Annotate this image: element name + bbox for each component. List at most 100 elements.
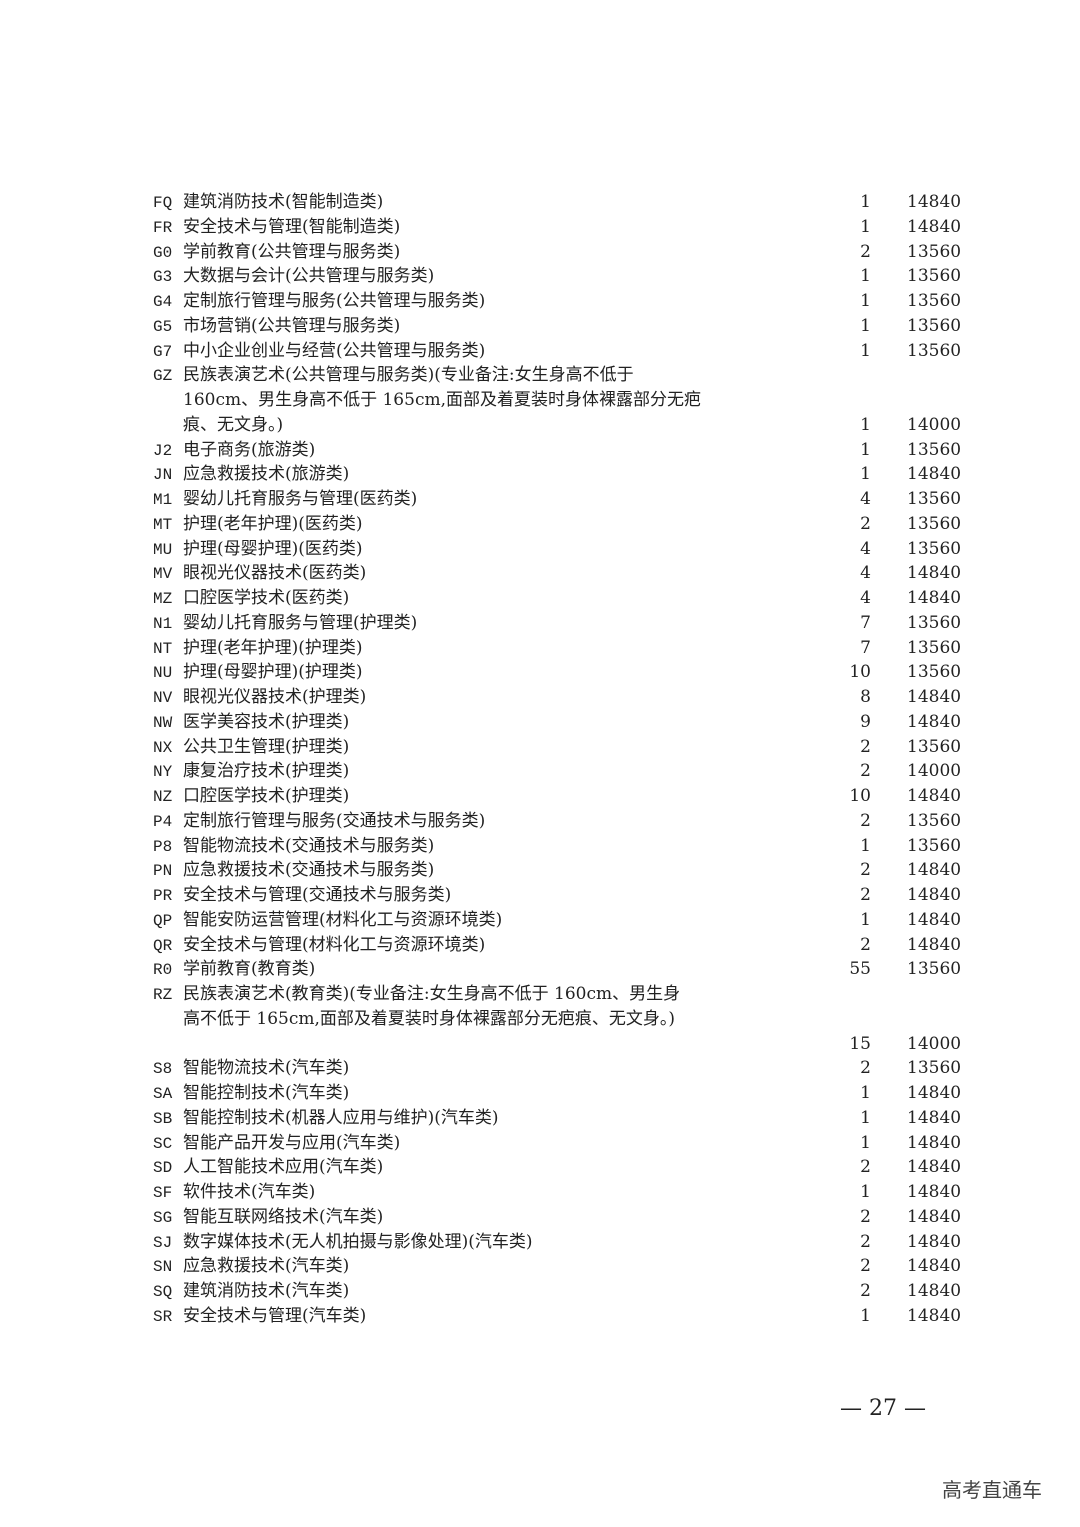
program-name: 智能物流技术(交通技术与服务类): [183, 835, 435, 856]
program-name: 智能控制技术(汽车类): [183, 1083, 350, 1103]
program-name: 民族表演艺术(公共管理与服务类)(专业备注:女生身高不低于: [183, 365, 634, 386]
tuition-fee: 14840: [907, 1107, 962, 1128]
program-name-line: SA 智能控制技术(汽车类): [153, 1081, 963, 1106]
list-item: G4 定制旅行管理与服务(公共管理与服务类) 1 13560: [153, 289, 963, 314]
tuition-fee: 13560: [907, 291, 962, 311]
list-item: MU 护理(母婴护理)(医药类) 4 13560: [153, 537, 963, 562]
program-name-line: SB 智能控制技术(机器人应用与维护)(汽车类): [153, 1106, 963, 1131]
list-item: JN 应急救援技术(旅游类) 1 14840: [153, 462, 963, 487]
tuition-fee: 13560: [907, 340, 962, 361]
program-code: FQ: [153, 194, 173, 212]
plan-count: 10: [849, 662, 871, 683]
list-item: FR 安全技术与管理(智能制造类) 1 14840: [153, 215, 963, 240]
list-item: SA 智能控制技术(汽车类) 1 14840: [153, 1081, 963, 1106]
program-name-line: SF 软件技术(汽车类): [153, 1180, 963, 1205]
tuition-fee: 13560: [907, 315, 962, 336]
tuition-fee: 14840: [907, 216, 962, 237]
plan-count: 2: [860, 736, 871, 757]
tuition-fee: 14840: [907, 1182, 962, 1202]
list-item: SF 软件技术(汽车类) 1 14840: [153, 1180, 963, 1205]
plan-count: 4: [860, 563, 871, 584]
program-name: 智能安防运营管理(材料化工与资源环境类): [183, 909, 503, 930]
list-item: PR 安全技术与管理(交通技术与服务类) 2 14840: [153, 883, 963, 908]
plan-count: 2: [860, 885, 871, 905]
program-name: 智能物流技术(汽车类): [183, 1058, 350, 1079]
program-name-line: N1 婴幼儿托育服务与管理(护理类): [153, 611, 963, 636]
plan-count: 1: [860, 216, 871, 237]
list-item: G7 中小企业创业与经营(公共管理与服务类) 1 13560: [153, 339, 963, 364]
program-code: N1: [153, 614, 173, 633]
list-item: NV 眼视光仪器技术(护理类) 8 14840: [153, 685, 963, 710]
program-code: SA: [153, 1085, 173, 1103]
tuition-fee: 14840: [907, 885, 962, 905]
program-name: 智能产品开发与应用(汽车类): [183, 1132, 401, 1153]
program-name: 安全技术与管理(汽车类): [183, 1305, 367, 1326]
plan-count: 1: [860, 315, 871, 336]
list-item: NW 医学美容技术(护理类) 9 14840: [153, 710, 963, 735]
program-name-line: J2 电子商务(旅游类): [153, 438, 963, 463]
plan-count: 2: [860, 1256, 871, 1277]
tuition-fee: 13560: [907, 513, 962, 534]
program-code: NX: [153, 738, 173, 757]
plan-count: 1: [860, 464, 871, 485]
list-item: MZ 口腔医学技术(医药类) 4 14840: [153, 586, 963, 611]
program-code: NW: [153, 713, 173, 732]
program-name: 电子商务(旅游类): [183, 439, 316, 460]
list-item: RZ 民族表演艺术(教育类)(专业备注:女生身高不低于 160cm、男生身 高不低于…: [153, 982, 963, 1056]
tuition-fee: 14840: [907, 909, 962, 930]
program-name: 民族表演艺术(教育类)(专业备注:女生身高不低于 160cm、男生身: [183, 984, 681, 1004]
program-name-line: [153, 1032, 963, 1057]
tuition-fee: 14000: [907, 414, 962, 435]
page-number: — 27 —: [840, 1396, 926, 1421]
program-name-line: GZ 民族表演艺术(公共管理与服务类)(专业备注:女生身高不低于: [153, 363, 963, 388]
program-code: SF: [153, 1184, 173, 1202]
tuition-fee: 14840: [907, 1231, 962, 1252]
tuition-fee: 14840: [907, 934, 962, 955]
program-name: 大数据与会计(公共管理与服务类): [183, 266, 435, 287]
program-name: 医学美容技术(护理类): [183, 711, 350, 732]
program-name: 数字媒体技术(无人机拍摄与影像处理)(汽车类): [183, 1231, 533, 1252]
plan-count: 1: [860, 291, 871, 311]
program-name-line: SD 人工智能技术应用(汽车类): [153, 1155, 963, 1180]
tuition-fee: 14840: [907, 1305, 962, 1326]
plan-count: 2: [860, 513, 871, 534]
list-item: G3 大数据与会计(公共管理与服务类) 1 13560: [153, 264, 963, 289]
tuition-fee: 13560: [907, 439, 962, 460]
program-code: R0: [153, 961, 173, 980]
program-code: RZ: [153, 986, 173, 1004]
tuition-fee: 13560: [907, 538, 962, 559]
plan-count: 9: [860, 711, 871, 732]
program-code: PR: [153, 887, 173, 905]
list-item: QR 安全技术与管理(材料化工与资源环境类) 2 14840: [153, 933, 963, 958]
tuition-fee: 14000: [907, 761, 962, 782]
program-name: 护理(母婴护理)(护理类): [183, 662, 363, 683]
plan-count: 2: [860, 241, 871, 262]
program-name-line: 痕、无文身。): [153, 413, 963, 438]
plan-count: 1: [860, 1132, 871, 1153]
plan-count: 2: [860, 934, 871, 955]
program-code: G3: [153, 268, 173, 287]
program-name-line: R0 学前教育(教育类): [153, 957, 963, 982]
program-code: SJ: [153, 1233, 173, 1252]
plan-count: 8: [860, 687, 871, 707]
program-name-line: QP 智能安防运营管理(材料化工与资源环境类): [153, 908, 963, 933]
list-item: NT 护理(老年护理)(护理类) 7 13560: [153, 636, 963, 661]
list-item: GZ 民族表演艺术(公共管理与服务类)(专业备注:女生身高不低于 160cm、男生身…: [153, 363, 963, 437]
program-name-line: P8 智能物流技术(交通技术与服务类): [153, 834, 963, 859]
list-item: QP 智能安防运营管理(材料化工与资源环境类) 1 14840: [153, 908, 963, 933]
list-item: SD 人工智能技术应用(汽车类) 2 14840: [153, 1155, 963, 1180]
tuition-fee: 14840: [907, 860, 962, 881]
program-name: 眼视光仪器技术(护理类): [183, 687, 367, 707]
tuition-fee: 14840: [907, 1157, 962, 1178]
plan-count: 10: [849, 786, 871, 806]
plan-count: 4: [860, 538, 871, 559]
tuition-fee: 14840: [907, 1281, 962, 1301]
plan-count: 2: [860, 761, 871, 782]
program-code: QR: [153, 936, 173, 955]
list-item: R0 学前教育(教育类) 55 13560: [153, 957, 963, 982]
program-code: SD: [153, 1159, 173, 1178]
list-item: NZ 口腔医学技术(护理类) 10 14840: [153, 784, 963, 809]
plan-count: 15: [849, 1033, 871, 1054]
plan-count: 2: [860, 1206, 871, 1227]
tuition-fee: 13560: [907, 637, 962, 658]
